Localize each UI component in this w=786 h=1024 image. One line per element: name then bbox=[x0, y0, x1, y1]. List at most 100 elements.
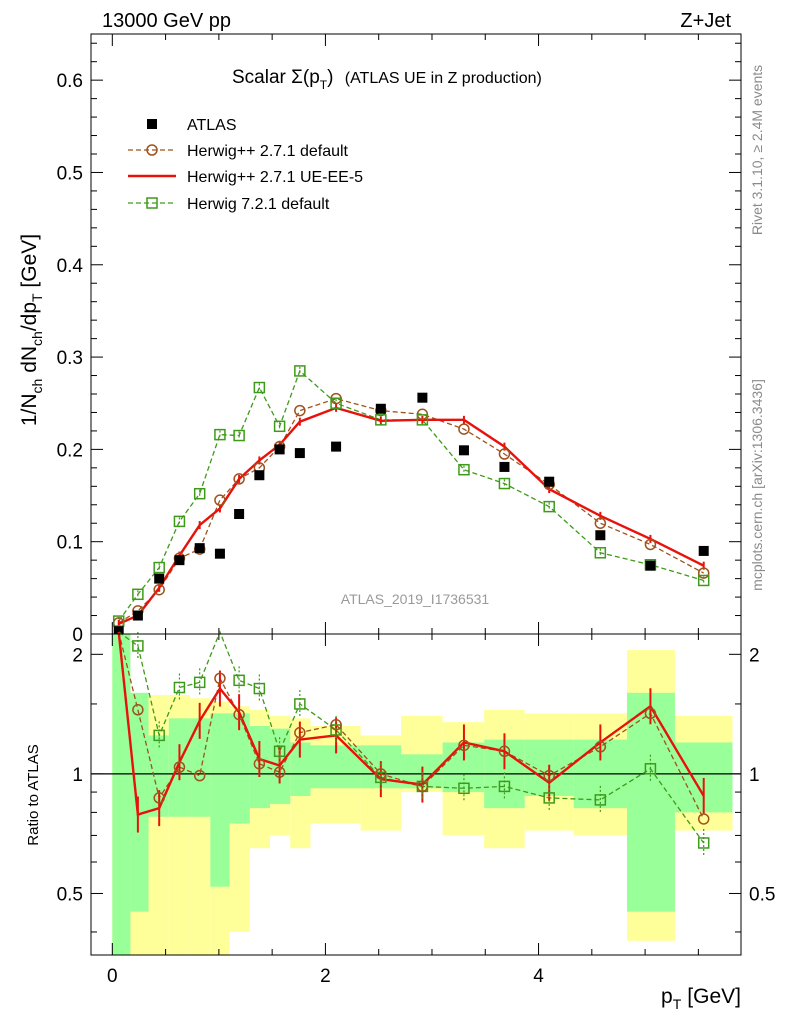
atlas-data-point bbox=[544, 476, 555, 487]
ratio-herwig7-default-point bbox=[294, 698, 306, 710]
atlas-data-point bbox=[234, 509, 245, 519]
ratio-frame bbox=[90, 633, 742, 956]
ratio-herwig7-default-point bbox=[173, 681, 186, 694]
atlas-data-point bbox=[595, 530, 606, 541]
ratio-herwigpp-default-point bbox=[233, 708, 245, 721]
herwig7-default-point bbox=[294, 365, 306, 377]
atlas-data-point bbox=[458, 445, 469, 456]
atlas-data-point bbox=[274, 444, 285, 455]
herwig7-default-point bbox=[498, 477, 511, 490]
ratio-herwig7-default-point bbox=[132, 640, 144, 652]
ratio-herwig7-default-point bbox=[644, 763, 657, 775]
header-final-state: Z+Jet bbox=[680, 10, 731, 32]
ratio-herwig7-default-point bbox=[330, 724, 342, 736]
ratio-y-tick-label-right: 1 bbox=[749, 765, 760, 786]
herwigpp-default-point bbox=[697, 567, 710, 579]
ratio-herwigpp-default-point bbox=[330, 718, 342, 731]
atlas-data-point bbox=[698, 545, 709, 556]
atlas-data-point bbox=[174, 555, 185, 566]
x-axis-label: pT [GeV] bbox=[661, 985, 741, 1012]
ratio-herwigpp-default-point bbox=[294, 726, 306, 739]
herwig7-default-point bbox=[173, 515, 186, 528]
ratio-herwigpp-default-point bbox=[193, 769, 206, 782]
ratio-band-green bbox=[130, 692, 149, 912]
ratio-y-axis-label: Ratio to ATLAS bbox=[25, 744, 42, 845]
herwig7-default-point bbox=[697, 574, 710, 587]
herwig7-default-point bbox=[375, 414, 387, 426]
x-tick-label: 2 bbox=[320, 966, 331, 987]
herwig7-default-point bbox=[153, 561, 165, 574]
ratio-herwig7-default-point bbox=[375, 771, 387, 784]
herwig7-default-point bbox=[112, 615, 125, 627]
ratio-band-green bbox=[626, 692, 675, 912]
atlas-data-point bbox=[132, 610, 143, 621]
main-y-axis-label: 1/Nch dNch/dpT [GeV] bbox=[18, 234, 45, 426]
ratio-herwigpp-default-point bbox=[153, 792, 165, 804]
legend-entry-label: Herwig++ 2.7.1 default bbox=[187, 143, 349, 160]
herwigpp-default-point bbox=[153, 583, 165, 596]
legend-entry-label: Herwig 7.2.1 default bbox=[187, 196, 330, 213]
header-process: 13000 GeV pp bbox=[102, 10, 231, 32]
ratio-band-green bbox=[210, 713, 230, 887]
legend-herwigpp-default-marker bbox=[146, 144, 158, 156]
atlas-data-point bbox=[194, 543, 205, 554]
herwig7-default-line bbox=[118, 369, 704, 622]
herwig7-default-point bbox=[330, 397, 342, 409]
watermark-analysis: ATLAS_2019_I1736531 bbox=[341, 591, 490, 607]
atlas-data-point bbox=[417, 392, 428, 403]
herwigpp-default-point bbox=[233, 473, 245, 485]
ratio-herwigpp-default-point bbox=[375, 768, 387, 780]
main-y-tick-label: 0.5 bbox=[57, 163, 83, 184]
herwig7-default-point bbox=[193, 487, 206, 500]
ratio-herwig7-default-point bbox=[233, 674, 245, 687]
atlas-data-point bbox=[113, 626, 124, 637]
legend-atlas-marker bbox=[147, 119, 157, 129]
herwigpp-default-line bbox=[118, 397, 705, 624]
herwig7-default-point bbox=[253, 381, 266, 394]
rivet-version-label: Rivet 3.1.10, ≥ 2.4M events bbox=[749, 65, 765, 235]
herwig7-default-point bbox=[594, 547, 607, 559]
ratio-herwigpp-default-point bbox=[173, 761, 186, 773]
ratio-band-green bbox=[229, 713, 250, 824]
ratio-herwig7-default-point bbox=[458, 782, 470, 795]
ratio-herwig7-default-point bbox=[498, 780, 511, 793]
atlas-data-point bbox=[154, 573, 165, 584]
ratio-herwig7-default-point bbox=[697, 837, 710, 849]
atlas-data-point bbox=[331, 441, 342, 452]
herwig7-default-point bbox=[458, 463, 470, 476]
ratio-herwigpp-default-point bbox=[498, 745, 511, 758]
main-title: Scalar Σ(pT) (ATLAS UE in Z production) bbox=[232, 67, 542, 92]
herwig7-default-point bbox=[233, 429, 245, 442]
ratio-y-tick-label-right: 0.5 bbox=[749, 884, 775, 905]
ratio-herwigpp-default-point bbox=[644, 707, 657, 720]
herwigpp-default-point bbox=[458, 423, 470, 435]
ratio-herwigpp-default-point bbox=[132, 704, 144, 716]
ratio-herwig7-default-point bbox=[253, 682, 266, 695]
ratio-y-tick-label: 1 bbox=[72, 765, 83, 786]
x-tick-label: 0 bbox=[107, 966, 118, 987]
main-y-tick-label: 0.2 bbox=[57, 440, 83, 461]
ratio-herwigpp-default-point bbox=[253, 758, 266, 770]
main-y-tick-label: 0.3 bbox=[57, 348, 83, 369]
ratio-herwigpp-default-point bbox=[697, 813, 710, 825]
ratio-y-tick-label: 0.5 bbox=[57, 884, 83, 905]
herwig7-default-point bbox=[214, 428, 226, 441]
ratio-herwigpp-default-point bbox=[458, 739, 470, 752]
herwig7-default-point bbox=[273, 420, 286, 433]
x-tick-label: 4 bbox=[533, 966, 544, 987]
atlas-data-point bbox=[645, 560, 656, 571]
ratio-herwig7-default-point bbox=[193, 676, 206, 689]
ratio-herwig7-default-point bbox=[273, 745, 286, 758]
ratio-y-tick-label-right: 2 bbox=[749, 645, 760, 666]
herwig7-default-point bbox=[416, 414, 429, 426]
atlas-data-point bbox=[214, 548, 225, 559]
ratio-band-green bbox=[290, 742, 311, 796]
ratio-band-yellow bbox=[130, 900, 149, 955]
legend-entry-label: ATLAS bbox=[187, 117, 237, 134]
herwigpp-default-point bbox=[594, 517, 607, 529]
legend: ATLAS Herwig++ 2.7.1 default Herwig++ 2.7.… bbox=[128, 117, 363, 213]
ratio-y-tick-label: 2 bbox=[72, 645, 83, 666]
legend-herwig7-default-marker bbox=[146, 197, 158, 209]
herwig7-default-point bbox=[543, 500, 555, 513]
